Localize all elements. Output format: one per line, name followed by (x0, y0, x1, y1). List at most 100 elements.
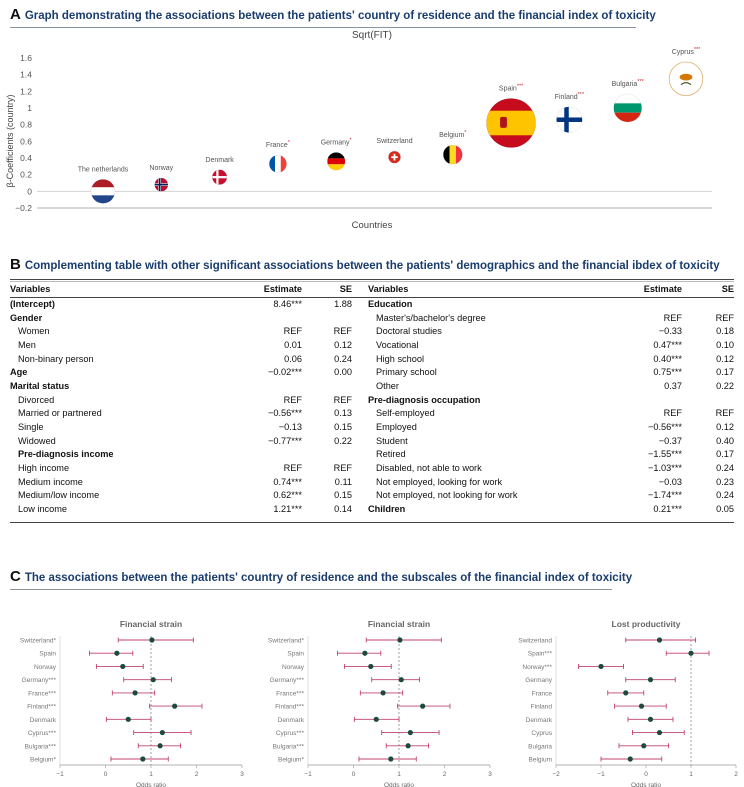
right-estimate-12: −1.03*** (648, 463, 682, 474)
table-header-row: Variables Estimate SE Variables Estimate… (10, 281, 734, 297)
forest-plot-1: Financial strain −1 0 1 2 3 Odds ratio Switzerl… (20, 619, 244, 787)
left-estimate-2: REF (283, 326, 302, 337)
chart-a-ytick: 0.8 (20, 120, 32, 130)
right-se-15: 0.05 (716, 504, 734, 515)
forest-2-point (388, 756, 394, 762)
table-row: Age −0.02*** 0.00 Primary school 0.75*** 0.17 (10, 365, 734, 379)
table-row: Medium income 0.74*** 0.11 Not employed, lo… (10, 475, 734, 489)
right-se-4: 0.12 (716, 353, 734, 364)
forest-1-row-label: Spain (39, 651, 56, 658)
table-row: Single −0.13 0.15 Employed −0.56*** 0.12 (10, 420, 734, 434)
chart-a-ytick: 1.4 (20, 70, 32, 80)
chart-a-xlabel: Countries (352, 220, 393, 231)
forest-1-point (132, 690, 138, 696)
country-label-france: France* (266, 140, 291, 149)
right-se-11: 0.17 (716, 449, 734, 460)
table-row: Pre-diagnosis income Retired −1.55*** 0.17 (10, 448, 734, 462)
left-se-2: REF (333, 326, 352, 337)
forest-3-row-label: Switzerland (518, 638, 552, 645)
forest-3-row-label: Finland (531, 704, 553, 711)
forest-3-point (641, 743, 647, 749)
forest-1-row-label: Cyprus*** (28, 730, 57, 737)
flag-finland-icon (556, 106, 583, 133)
forest-1-row-label: Bulgaria*** (25, 743, 57, 750)
forest-3-row-label: Cyprus (531, 730, 552, 737)
left-estimate-15: 1.21*** (273, 504, 302, 515)
forest-3-xtick: −1 (597, 771, 605, 778)
forest-2-row-label: Denmark (278, 717, 305, 724)
flag-france-icon (269, 155, 287, 173)
forest-2-row-label: Cyprus*** (276, 730, 305, 737)
right-variable-10: Student (376, 435, 408, 446)
table-row: Medium/low income 0.62*** 0.15 Not employed… (10, 489, 734, 503)
section-c-rule (10, 589, 612, 590)
table-row: Widowed −0.77*** 0.22 Student −0.37 0.40 (10, 434, 734, 448)
table-row: High income REF REF Disabled, not able to w… (10, 461, 734, 475)
forest-3-xtick: 2 (734, 771, 738, 778)
left-variable-15: Low income (18, 504, 68, 515)
forest-2-row-label: Finland*** (275, 704, 304, 711)
right-estimate-3: 0.47*** (653, 339, 682, 350)
forest-1-row-label: Denmark (30, 717, 57, 724)
header-variables-right: Variables (368, 284, 409, 294)
left-variable-5: Age (10, 367, 28, 378)
right-se-12: 0.24 (716, 463, 734, 474)
forest-3-xtick: 0 (644, 771, 648, 778)
section-c-title: C The associations between the patients' … (10, 568, 632, 585)
left-variable-6: Marital status (10, 380, 70, 391)
forest-2-row-label: Spain (287, 651, 304, 658)
right-variable-3: Vocational (376, 339, 419, 350)
forest-3-row-label: Germany (525, 677, 552, 684)
forest-3-row-label: Bulgaria (528, 743, 552, 750)
header-variables-left: Variables (10, 284, 51, 294)
bubble-netherlands (90, 178, 116, 204)
forest-1-point (114, 650, 120, 656)
forest-2-point (398, 677, 404, 683)
right-se-6: 0.22 (716, 380, 734, 391)
chart-a-ytick: −0.2 (15, 203, 32, 213)
right-variable-1: Master's/bachelor's degree (376, 312, 486, 323)
forest-2-xtick: −1 (304, 771, 312, 778)
forest-1-row-label: Finland*** (27, 704, 56, 711)
demographics-table: Variables Estimate SE Variables Estimate… (10, 281, 734, 516)
right-estimate-8: REF (663, 408, 682, 419)
right-variable-12: Disabled, not able to work (376, 463, 482, 474)
forest-2-xtick: 0 (352, 771, 356, 778)
left-variable-3: Men (18, 339, 36, 350)
forest-1-xtick: 0 (104, 771, 108, 778)
right-estimate-14: −1.74*** (648, 490, 682, 501)
left-se-9: 0.15 (334, 422, 352, 433)
left-se-13: 0.11 (334, 476, 352, 487)
table-row: Gender Master's/bachelor's degree REF REF (10, 311, 734, 325)
flag-cyprus-icon (669, 62, 703, 96)
right-estimate-6: 0.37 (664, 380, 682, 391)
forest-1-point (150, 677, 156, 683)
table-header-rule (10, 297, 734, 298)
bubble-denmark (211, 169, 228, 185)
forest-1-point (172, 703, 178, 709)
right-estimate-4: 0.40*** (653, 353, 682, 364)
right-variable-11: Retired (376, 449, 406, 460)
right-variable-14: Not employed, not looking for work (376, 490, 518, 501)
right-se-10: 0.40 (716, 435, 734, 446)
flag-netherlands-icon (91, 179, 115, 204)
section-a-title-text: Graph demonstrating the associations bet… (24, 10, 656, 22)
right-variable-8: Self-employed (376, 408, 435, 419)
left-variable-9: Single (18, 422, 44, 433)
left-variable-10: Widowed (18, 435, 56, 446)
country-label-netherlands: The netherlands (78, 166, 129, 173)
left-variable-2: Women (18, 326, 50, 337)
forest-2-point (373, 716, 379, 722)
forest-2-title: Financial strain (368, 619, 430, 629)
left-estimate-8: −0.56*** (268, 408, 302, 419)
right-estimate-2: −0.33 (658, 326, 682, 337)
country-label-norway: Norway (149, 165, 173, 172)
bubble-chart: Sqrt(FIT) β-Coefficients (country) −0.2 0 0.… (5, 30, 712, 231)
country-label-germany: Germany* (321, 137, 353, 146)
forest-3-point (647, 677, 654, 683)
header-estimate-right: Estimate (643, 284, 682, 294)
left-estimate-5: −0.02*** (268, 367, 302, 378)
right-se-0 (682, 297, 734, 311)
forest-3-xlabel: Odds ratio (631, 782, 661, 787)
right-variable-9: Employed (376, 422, 417, 433)
